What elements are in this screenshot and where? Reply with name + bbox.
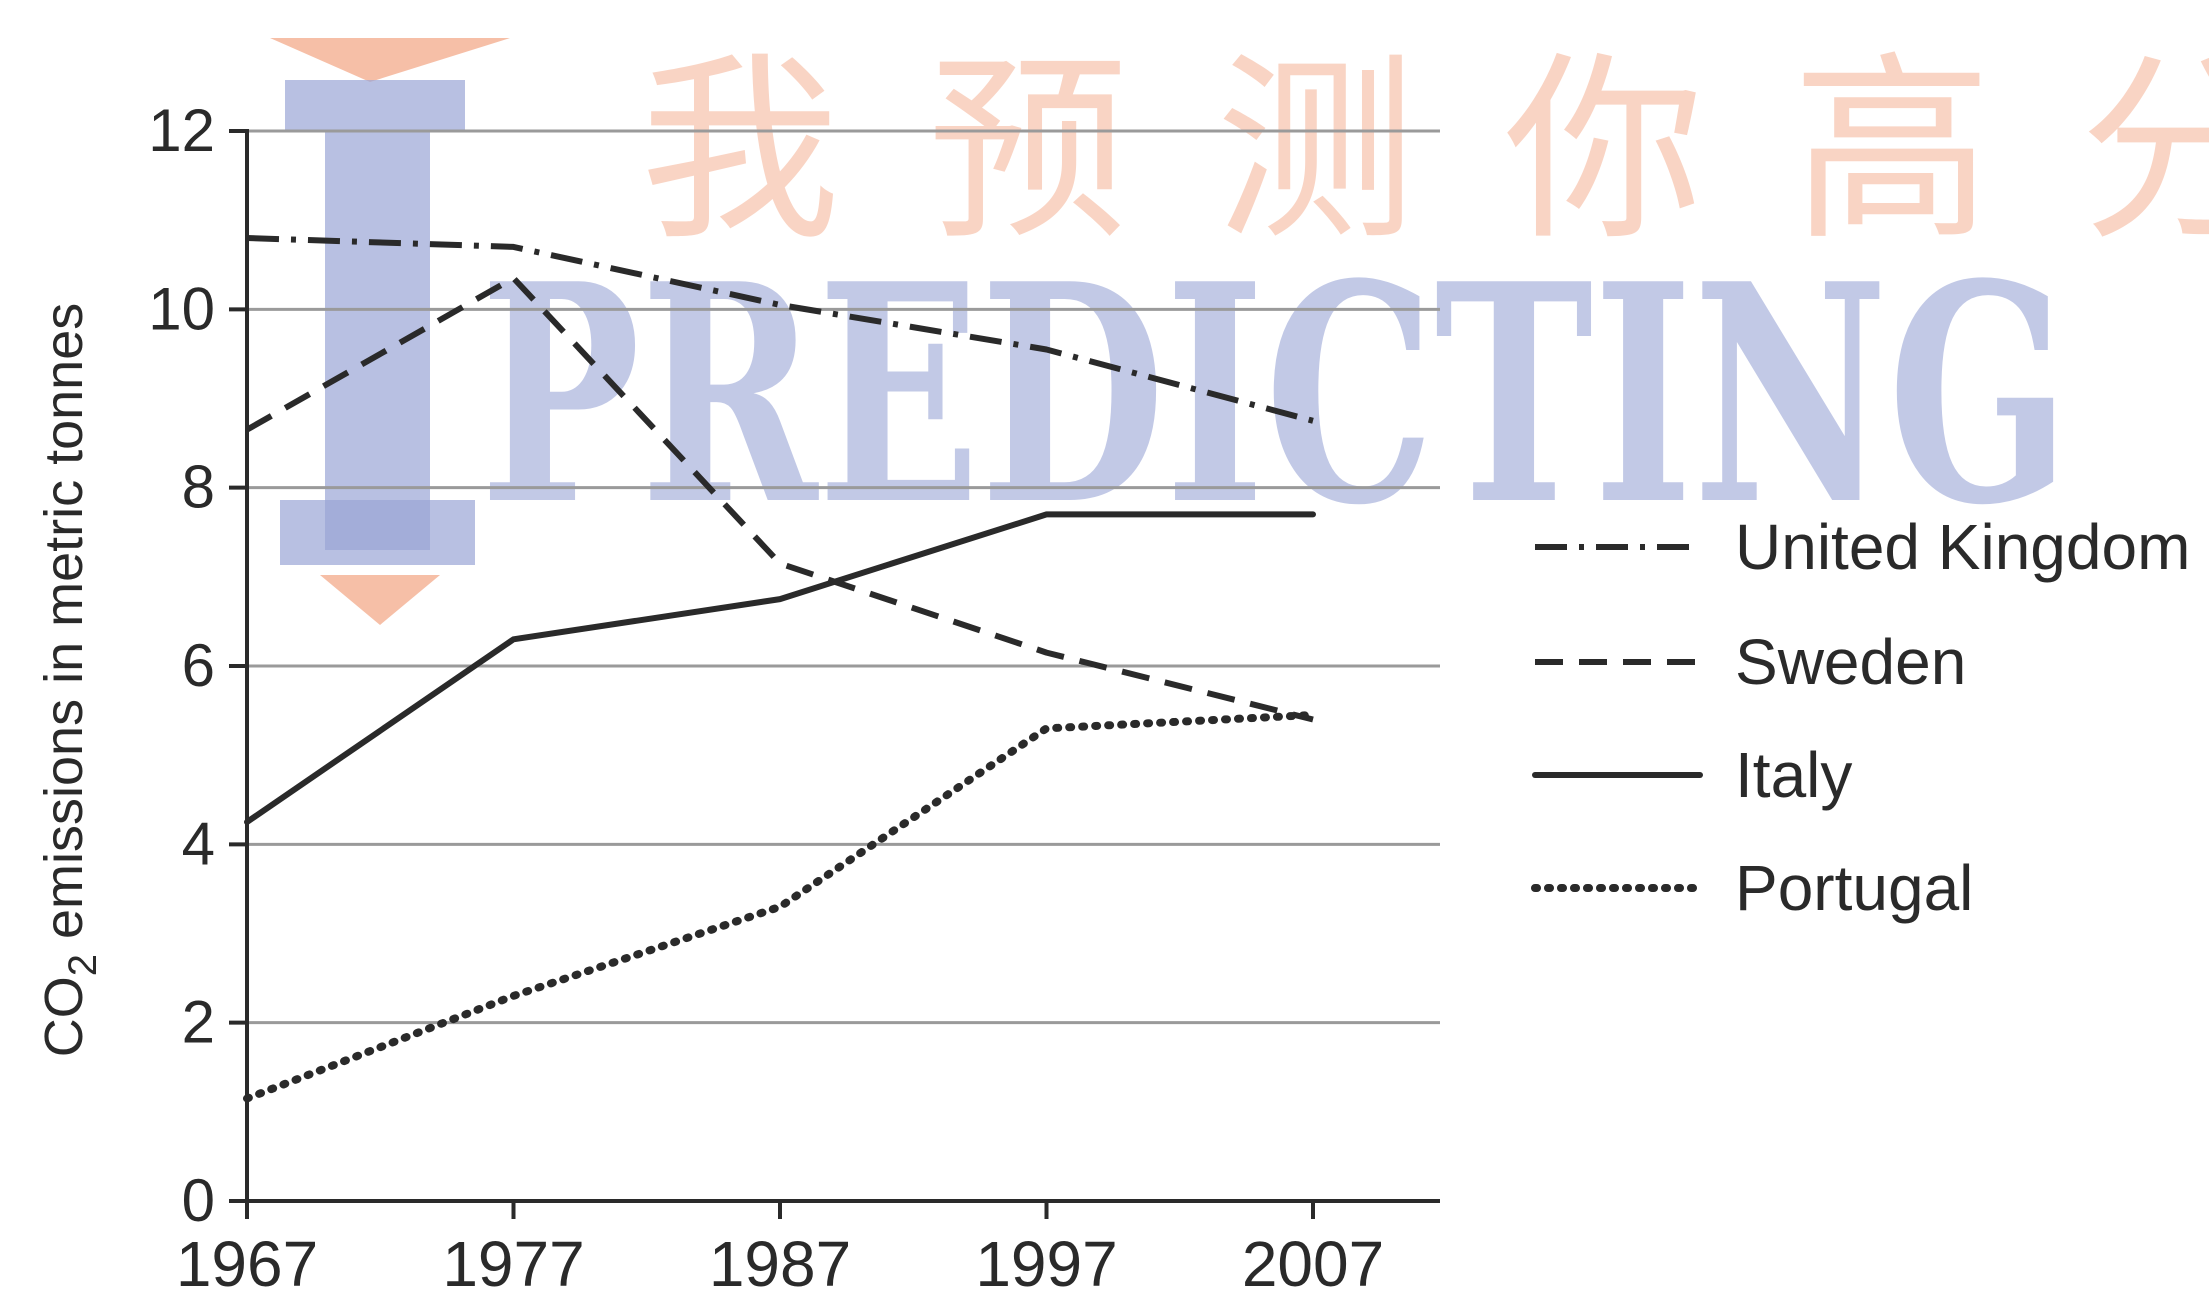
legend-label-sweden: Sweden (1735, 626, 1966, 698)
gridlines (247, 129, 1440, 1025)
watermark-logo-bar-top (285, 80, 465, 130)
watermark-logo-top-diamond (270, 38, 510, 82)
series-line-portugal (243, 711, 1317, 1103)
legend-label-united-kingdom: United Kingdom (1735, 511, 2190, 583)
series-line-sweden (245, 275, 1314, 723)
y-tick-label-0: 0 (182, 1167, 215, 1234)
x-tick-label-1977: 1977 (442, 1228, 584, 1297)
x-tick-label-1967: 1967 (176, 1228, 318, 1297)
x-tick-label-1997: 1997 (975, 1228, 1117, 1297)
y-tick-label-8: 8 (182, 454, 215, 521)
y-axis-label-prefix: CO (34, 976, 94, 1057)
x-tick-label-2007: 2007 (1242, 1228, 1384, 1297)
watermark-chinese-text: 我预测你高分 (640, 35, 2209, 268)
legend: United Kingdom Sweden Italy Portugal (1531, 511, 2190, 924)
y-axis-label: CO2 emissions in metric tonnes (34, 303, 105, 1058)
x-tick-label-1987: 1987 (709, 1228, 851, 1297)
watermark-logo-bar-bottom (280, 500, 475, 565)
series-line-italy (244, 511, 1316, 825)
tick-labels: 0 2 4 6 8 10 12 1967 1977 1987 1997 2007 (148, 97, 1384, 1297)
legend-label-italy: Italy (1735, 739, 1852, 811)
y-tick-label-2: 2 (182, 989, 215, 1056)
y-tick-label-4: 4 (182, 810, 215, 877)
series-line-united-kingdom (246, 235, 1314, 424)
y-axis-label-suffix: emissions in metric tonnes (34, 303, 94, 954)
y-tick-label-12: 12 (148, 97, 215, 164)
watermark-logo-bar-stem (325, 130, 430, 550)
series-lines (243, 235, 1317, 1103)
y-axis-label-subscript: 2 (61, 954, 105, 976)
y-tick-label-6: 6 (182, 632, 215, 699)
watermark: 我预测你高分 PREDICTING (270, 35, 2209, 625)
y-tick-label-10: 10 (148, 275, 215, 342)
legend-label-portugal: Portugal (1735, 852, 1973, 924)
watermark-logo-bottom-arrow (320, 575, 440, 625)
